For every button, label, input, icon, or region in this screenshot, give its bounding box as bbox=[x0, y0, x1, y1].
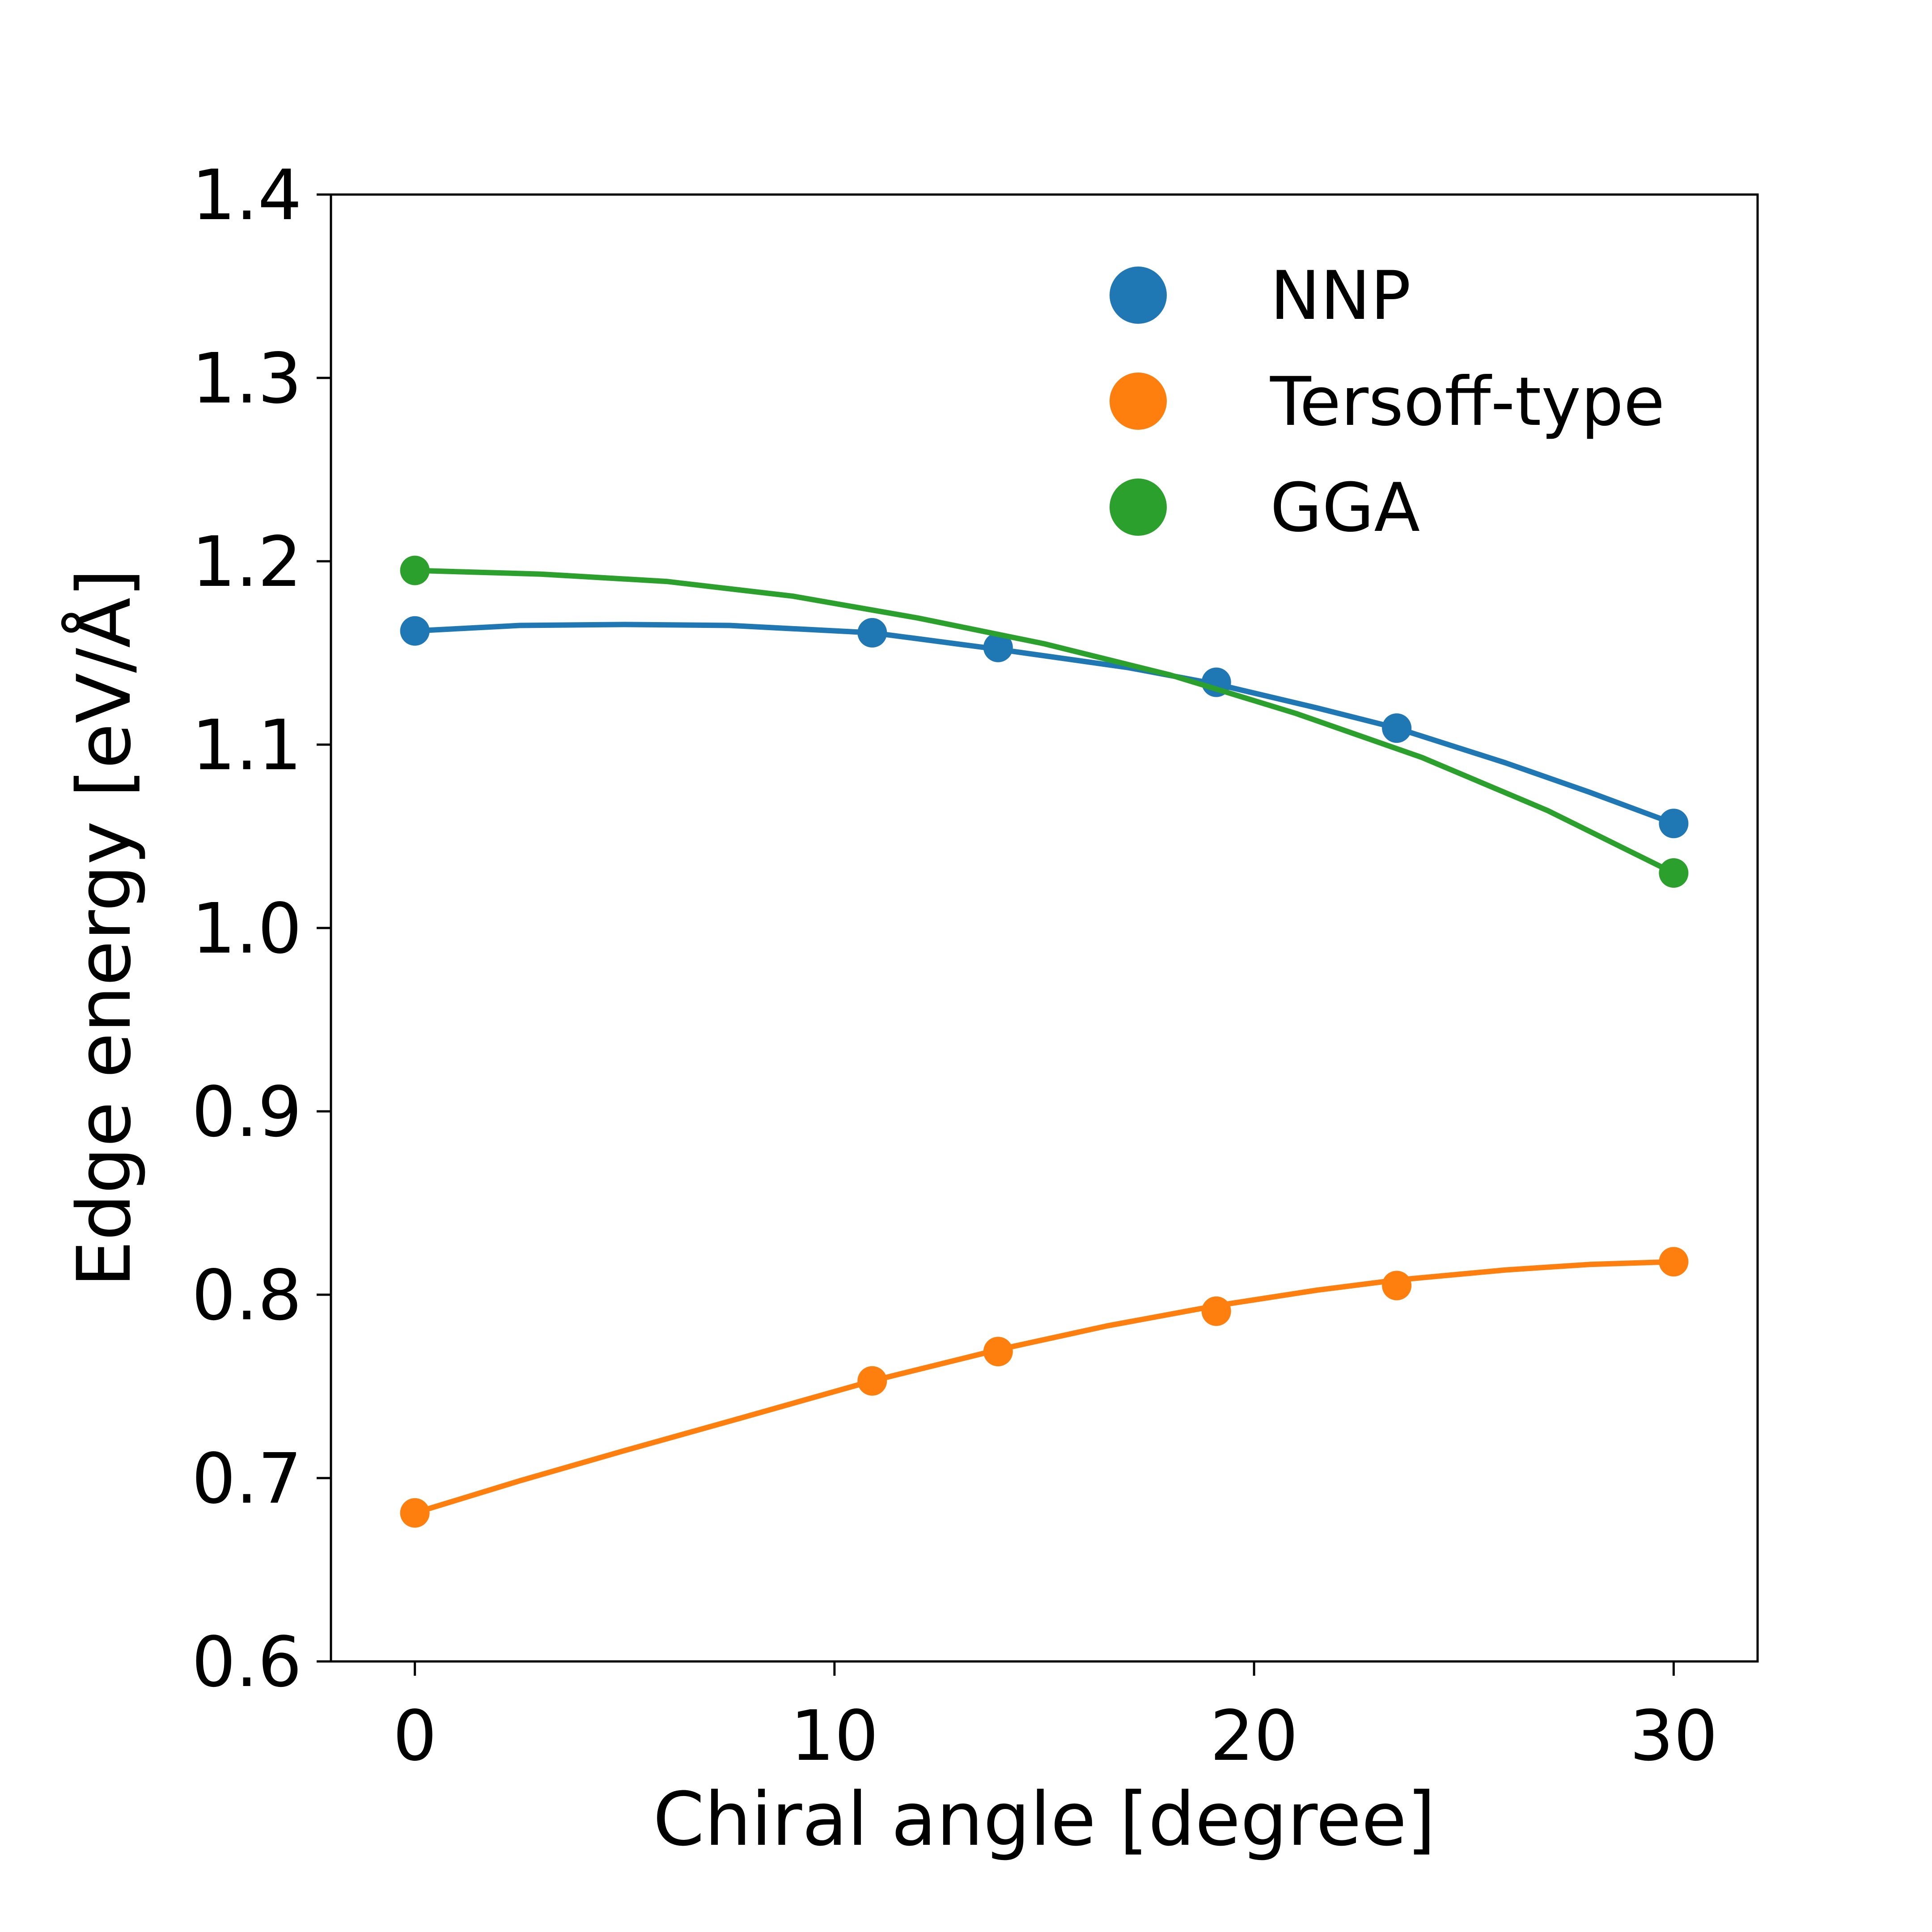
data-point-tersoff-type bbox=[1201, 1296, 1231, 1326]
y-tick-label: 1.1 bbox=[191, 705, 302, 786]
y-tick-label: 1.4 bbox=[191, 155, 302, 236]
data-point-nnp bbox=[983, 632, 1013, 662]
legend: NNP Tersoff-type GGA bbox=[1110, 257, 1665, 547]
legend-marker bbox=[1110, 479, 1167, 536]
data-point-nnp bbox=[857, 618, 887, 648]
legend-marker bbox=[1110, 373, 1167, 430]
y-tick-label: 0.8 bbox=[191, 1255, 302, 1336]
x-tick-label: 0 bbox=[393, 1695, 437, 1776]
series-line-tersoff-type bbox=[412, 1259, 1677, 1516]
plot-frame bbox=[330, 193, 1759, 1663]
x-tick-label: 30 bbox=[1630, 1695, 1718, 1776]
data-point-tersoff-type bbox=[400, 1498, 430, 1528]
series-line-gga bbox=[412, 568, 1677, 876]
data-point-nnp bbox=[1382, 713, 1412, 743]
y-axis-ticks: 0.6 0.7 0.8 0.9 1.0 1.1 1.2 1.3 1.4 bbox=[191, 155, 331, 1703]
y-tick-label: 0.6 bbox=[191, 1622, 302, 1703]
y-tick-label: 1.3 bbox=[191, 338, 302, 419]
series-line-nnp bbox=[412, 622, 1677, 826]
x-tick-label: 20 bbox=[1210, 1695, 1298, 1776]
series-tersoff-type bbox=[400, 1247, 1689, 1528]
legend-marker bbox=[1110, 267, 1167, 324]
x-tick-label: 10 bbox=[790, 1695, 878, 1776]
y-tick-label: 1.2 bbox=[191, 521, 302, 602]
legend-item-nnp: NNP bbox=[1110, 257, 1411, 335]
legend-label: Tersoff-type bbox=[1270, 363, 1665, 441]
data-point-gga bbox=[1659, 858, 1689, 888]
series-layer bbox=[400, 555, 1689, 1528]
x-axis-ticks: 0 10 20 30 bbox=[393, 1661, 1718, 1776]
series-nnp bbox=[400, 616, 1689, 839]
data-point-nnp bbox=[1659, 809, 1689, 839]
y-tick-label: 1.0 bbox=[191, 888, 302, 969]
data-point-gga bbox=[400, 555, 430, 585]
legend-item-tersoff-type: Tersoff-type bbox=[1110, 363, 1665, 441]
data-point-tersoff-type bbox=[857, 1366, 887, 1396]
data-point-nnp bbox=[400, 616, 430, 646]
data-point-tersoff-type bbox=[1659, 1247, 1689, 1277]
data-point-tersoff-type bbox=[983, 1337, 1013, 1367]
y-tick-label: 0.7 bbox=[191, 1438, 302, 1519]
legend-item-gga: GGA bbox=[1110, 469, 1420, 547]
x-axis-title: Chiral angle [degree] bbox=[653, 1776, 1436, 1862]
y-tick-label: 0.9 bbox=[191, 1072, 302, 1152]
y-axis-title: Edge energy [eV/Å] bbox=[61, 569, 147, 1288]
data-point-tersoff-type bbox=[1382, 1271, 1412, 1301]
legend-label: NNP bbox=[1270, 257, 1411, 335]
legend-label: GGA bbox=[1270, 469, 1420, 547]
series-gga bbox=[400, 555, 1689, 888]
